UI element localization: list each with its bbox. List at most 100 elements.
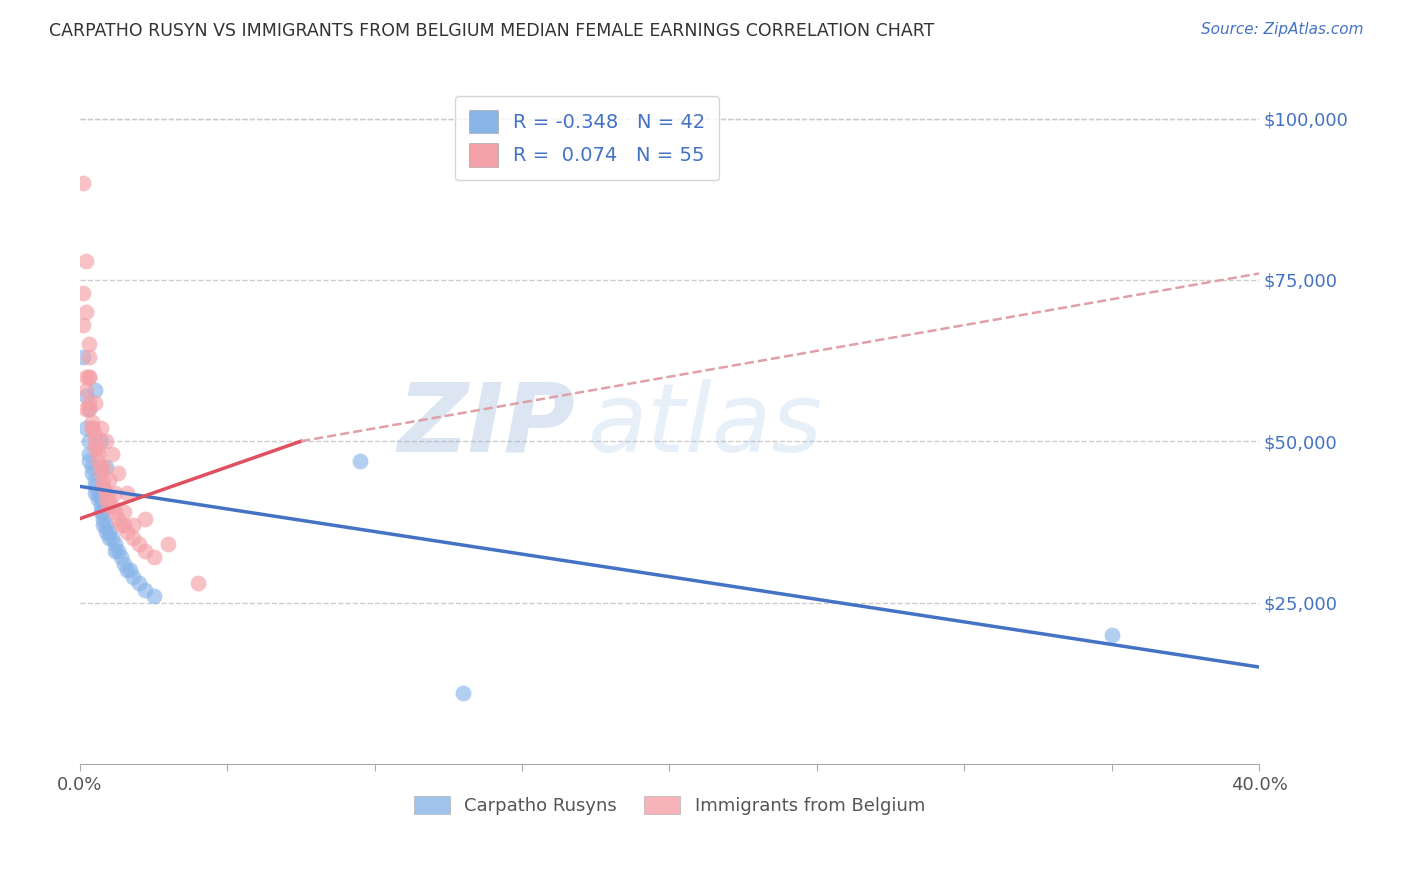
Text: CARPATHO RUSYN VS IMMIGRANTS FROM BELGIUM MEDIAN FEMALE EARNINGS CORRELATION CHA: CARPATHO RUSYN VS IMMIGRANTS FROM BELGIU… — [49, 22, 935, 40]
Point — [101, 447, 124, 461]
Point — [77, 453, 100, 467]
Point — [80, 467, 103, 481]
Point — [86, 453, 108, 467]
Point — [89, 421, 111, 435]
Point — [80, 421, 103, 435]
Point — [75, 421, 97, 435]
Point — [96, 460, 118, 475]
Point — [98, 524, 121, 539]
Point — [75, 383, 97, 397]
Point — [77, 369, 100, 384]
Point — [101, 531, 124, 545]
Point — [89, 499, 111, 513]
Point — [93, 505, 115, 519]
Point — [96, 486, 118, 500]
Point — [134, 544, 156, 558]
Point — [118, 563, 141, 577]
Point — [142, 550, 165, 565]
Point — [96, 518, 118, 533]
Point — [75, 305, 97, 319]
Point — [83, 486, 105, 500]
Point — [110, 550, 132, 565]
Point — [98, 473, 121, 487]
Point — [72, 351, 94, 365]
Point — [77, 351, 100, 365]
Point — [107, 467, 129, 481]
Point — [104, 537, 127, 551]
Point — [98, 531, 121, 545]
Point — [122, 531, 145, 545]
Point — [89, 460, 111, 475]
Point — [104, 486, 127, 500]
Point — [83, 395, 105, 409]
Point — [112, 518, 135, 533]
Point — [112, 557, 135, 571]
Point — [80, 421, 103, 435]
Point — [93, 511, 115, 525]
Point — [122, 570, 145, 584]
Point — [104, 505, 127, 519]
Point — [96, 492, 118, 507]
Point — [142, 589, 165, 603]
Point — [1101, 628, 1123, 642]
Point — [86, 492, 108, 507]
Point — [86, 447, 108, 461]
Point — [98, 499, 121, 513]
Point — [89, 434, 111, 449]
Point — [93, 518, 115, 533]
Point — [75, 389, 97, 403]
Point — [128, 537, 150, 551]
Point — [115, 486, 138, 500]
Point — [93, 460, 115, 475]
Point — [96, 524, 118, 539]
Point — [110, 518, 132, 533]
Point — [77, 369, 100, 384]
Text: atlas: atlas — [586, 378, 823, 472]
Point — [134, 582, 156, 597]
Point — [98, 492, 121, 507]
Point — [122, 518, 145, 533]
Point — [187, 576, 209, 591]
Point — [75, 369, 97, 384]
Point — [83, 427, 105, 442]
Point — [128, 576, 150, 591]
Point — [83, 479, 105, 493]
Legend: Carpatho Rusyns, Immigrants from Belgium: Carpatho Rusyns, Immigrants from Belgium — [406, 789, 932, 822]
Text: ZIP: ZIP — [398, 378, 575, 472]
Point — [83, 473, 105, 487]
Point — [157, 537, 180, 551]
Point — [77, 401, 100, 416]
Point — [72, 285, 94, 300]
Point — [451, 686, 474, 700]
Point — [134, 511, 156, 525]
Point — [89, 492, 111, 507]
Point — [83, 441, 105, 455]
Point — [77, 337, 100, 351]
Point — [112, 505, 135, 519]
Point — [86, 486, 108, 500]
Point — [115, 563, 138, 577]
Point — [80, 415, 103, 429]
Point — [75, 401, 97, 416]
Point — [86, 441, 108, 455]
Point — [93, 473, 115, 487]
Point — [107, 511, 129, 525]
Point — [96, 434, 118, 449]
Point — [89, 505, 111, 519]
Point — [104, 544, 127, 558]
Point — [80, 460, 103, 475]
Point — [72, 318, 94, 332]
Point — [107, 544, 129, 558]
Point — [93, 479, 115, 493]
Point — [349, 453, 371, 467]
Point — [72, 176, 94, 190]
Text: Source: ZipAtlas.com: Source: ZipAtlas.com — [1201, 22, 1364, 37]
Point — [89, 467, 111, 481]
Point — [83, 383, 105, 397]
Point — [77, 401, 100, 416]
Point — [75, 253, 97, 268]
Point — [77, 395, 100, 409]
Point — [101, 499, 124, 513]
Point — [115, 524, 138, 539]
Point — [77, 434, 100, 449]
